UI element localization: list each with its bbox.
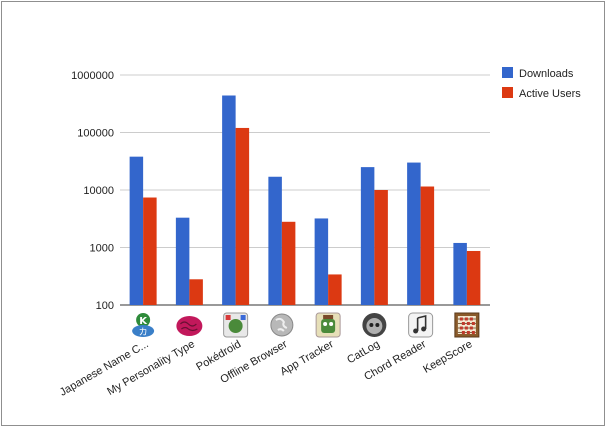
grid-lines [120,74,490,306]
bar-downloads [175,217,190,305]
brain-app-icon [176,316,203,336]
x-tick-label: CatLog [345,338,382,366]
cat-app-icon [362,313,387,337]
legend: Downloads Active Users [502,67,581,100]
y-tick-label: 10000 [83,185,114,197]
legend-label: Downloads [519,68,574,80]
bar-active-users [328,274,342,305]
bar-active-users [143,197,157,305]
bar-downloads [222,95,236,306]
bar-downloads [129,156,144,305]
bar-active-users [189,279,203,305]
x-tick-label: My Personality Type [105,338,197,398]
category-icons: Kカ [132,312,480,338]
bar-active-users [235,127,250,305]
pokedroid-app-icon [223,312,249,338]
bar-downloads [268,176,282,305]
bar-downloads [453,242,467,305]
kana-app-icon: Kカ [132,313,155,338]
bar-active-users [420,186,435,305]
bar-downloads [314,218,329,305]
bar-active-users [281,221,296,305]
bar-downloads [360,167,375,305]
bar-active-users [374,190,388,305]
y-tick-label: 100000 [77,128,114,140]
legend-swatch [502,87,513,98]
bar-downloads [407,162,421,305]
globe-app-icon [270,313,294,337]
legend-swatch [502,67,513,78]
y-tick-label: 1000 [90,243,114,255]
bar-active-users [466,250,481,305]
music-note-app-icon [408,312,434,338]
y-tick-label: 1000000 [71,70,114,82]
abacus-app-icon [454,312,480,338]
legend-label: Active Users [519,88,581,100]
robot-app-icon [315,312,341,338]
svg-text:K: K [139,316,148,327]
y-axis-ticks: 100 1000 10000 100000 1000000 [71,70,114,312]
svg-text:カ: カ [139,327,148,338]
x-axis-labels: Japanese Name C...My Personality TypePok… [58,338,475,399]
bars [129,95,481,306]
x-tick-label: App Tracker [278,338,336,378]
x-tick-label: KeepScore [421,338,474,376]
y-tick-label: 100 [96,300,114,312]
